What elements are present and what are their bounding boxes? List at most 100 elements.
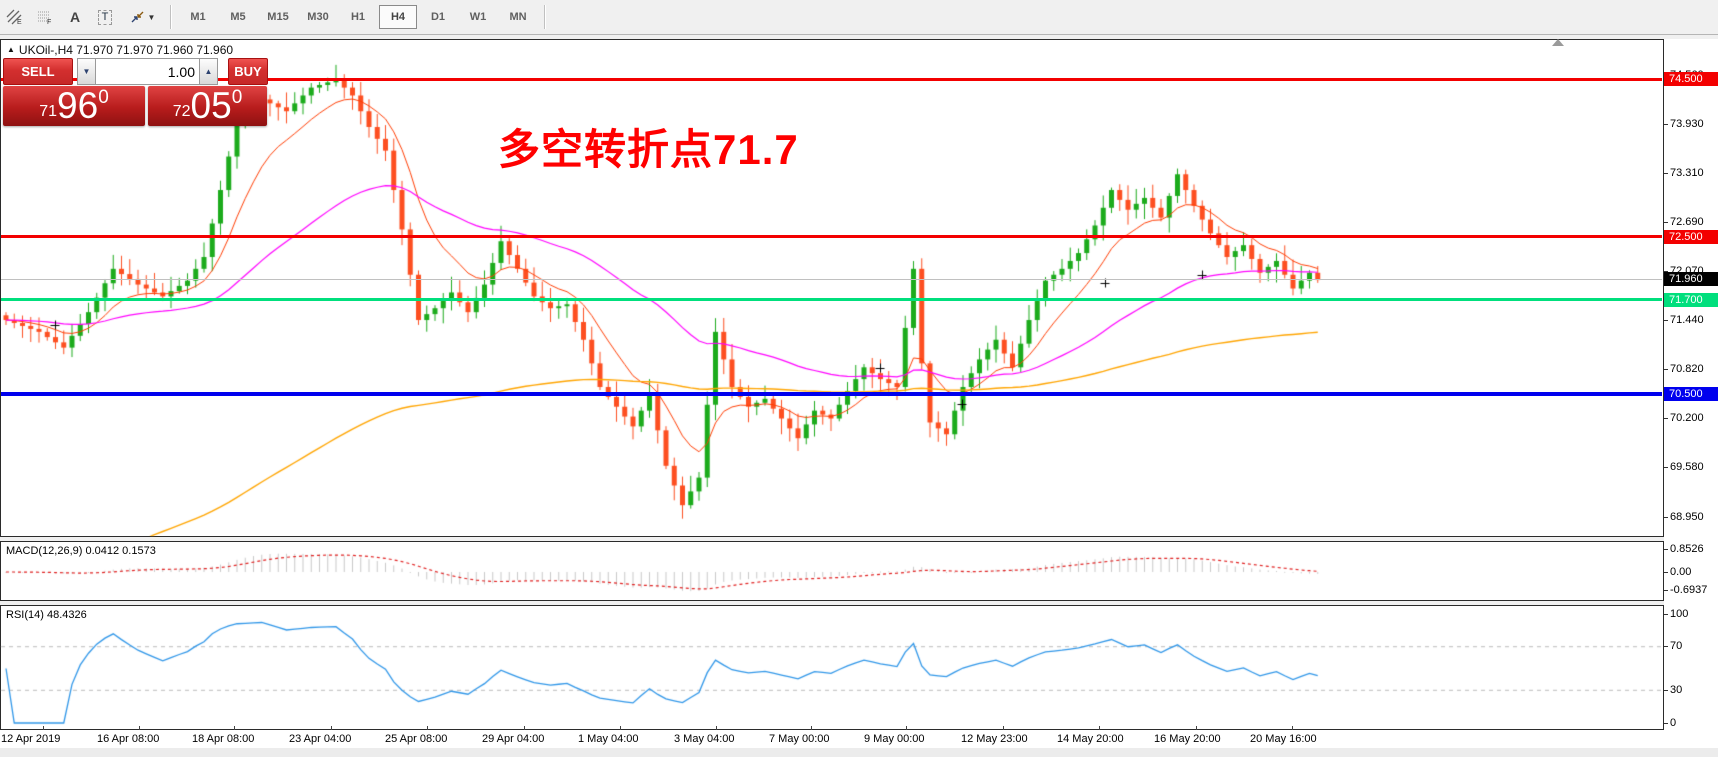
rsi-axis-tick (1664, 614, 1668, 615)
toolbar: E F A T ▼ M1 M5 M15 M30 H1 H4 D1 W1 MN (0, 0, 1718, 35)
price-hline-71.960[interactable] (1, 279, 1662, 280)
price-axis-tick (1664, 271, 1668, 272)
scroll-shift-marker[interactable] (1552, 39, 1564, 46)
time-axis-tick (716, 726, 717, 730)
macd-axis-label: 0.8526 (1670, 543, 1704, 555)
sell-price-prefix: 71 (39, 103, 58, 120)
time-axis-tick (43, 726, 44, 730)
price-axis-tick-label: 73.310 (1670, 167, 1704, 179)
tab-timeframe-h4[interactable]: H4 (379, 5, 417, 29)
macd-label: MACD(12,26,9) 0.0412 0.1573 (6, 545, 156, 557)
price-badge-71.960: 71.960 (1664, 272, 1718, 286)
price-axis-tick (1664, 369, 1668, 370)
time-axis-label: 16 Apr 08:00 (97, 733, 160, 745)
price-hline-72.500[interactable] (1, 235, 1662, 238)
price-axis-tick (1664, 124, 1668, 125)
chart-title: ▲ UKOil-,H4 71.970 71.970 71.960 71.960 (7, 43, 233, 57)
time-axis-label: 7 May 00:00 (769, 733, 830, 745)
chart-annotation-text[interactable]: 多空转折点71.7 (498, 126, 799, 173)
price-axis-tick-label: 70.820 (1670, 363, 1704, 375)
buy-price-main: 05 (190, 85, 232, 126)
grid-icon[interactable]: F (32, 5, 58, 29)
time-axis-label: 23 Apr 04:00 (289, 733, 352, 745)
volume-down-button[interactable]: ▼ (77, 58, 96, 85)
price-axis-tick (1664, 418, 1668, 419)
symbol-collapse-icon: ▲ (7, 45, 15, 54)
rsi-axis-tick (1664, 690, 1668, 691)
sell-button[interactable]: SELL (3, 58, 73, 85)
one-click-trading-panel: SELL ▼ ▲ BUY 71 96 0 72 05 0 (3, 58, 268, 126)
rsi-axis-tick (1664, 723, 1668, 724)
time-axis-tick (1003, 726, 1004, 730)
macd-axis-label: 0.00 (1670, 566, 1692, 578)
macd-axis-tick (1664, 572, 1668, 573)
time-axis-label: 9 May 00:00 (864, 733, 925, 745)
toolbar-separator (544, 5, 546, 29)
sell-price-tile[interactable]: 71 96 0 (3, 86, 145, 126)
price-axis-tick-label: 70.200 (1670, 412, 1704, 424)
volume-input[interactable] (96, 58, 199, 85)
svg-text:E: E (17, 19, 22, 25)
rsi-axis-label: 70 (1670, 640, 1683, 652)
price-hline-70.500[interactable] (1, 392, 1662, 396)
time-axis-label: 25 Apr 08:00 (385, 733, 448, 745)
time-axis-tick (427, 726, 428, 730)
time-axis-label: 20 May 16:00 (1250, 733, 1317, 745)
rsi-axis-label: 30 (1670, 684, 1683, 696)
chevron-down-icon: ▼ (147, 12, 156, 22)
label-icon[interactable]: A (62, 5, 88, 29)
indicators-icon[interactable]: E (2, 5, 28, 29)
macd-axis-tick (1664, 590, 1668, 591)
rsi-axis-label: 0 (1670, 717, 1677, 729)
time-axis-tick (331, 726, 332, 730)
price-axis-tick-label: 68.950 (1670, 511, 1704, 523)
tab-timeframe-m15[interactable]: M15 (267, 11, 289, 23)
rsi-axis-label: 100 (1670, 608, 1689, 620)
price-hline-71.700[interactable] (1, 298, 1662, 301)
tab-timeframe-m5[interactable]: M5 (230, 11, 246, 23)
price-axis-tick (1664, 467, 1668, 468)
time-axis-label: 29 Apr 04:00 (482, 733, 545, 745)
time-axis-tick (234, 726, 235, 730)
price-axis-tick-label: 73.930 (1670, 118, 1704, 130)
tab-timeframe-m30[interactable]: M30 (307, 11, 329, 23)
macd-axis-tick (1664, 549, 1668, 550)
text-icon[interactable]: T (92, 5, 118, 29)
time-axis-label: 1 May 04:00 (578, 733, 639, 745)
time-axis-label: 3 May 04:00 (674, 733, 735, 745)
arrows-icon[interactable]: ▼ (122, 5, 162, 29)
price-axis-tick-label: 72.690 (1670, 216, 1704, 228)
tab-timeframe-h1[interactable]: H1 (350, 11, 366, 23)
price-badge-70.500: 70.500 (1664, 387, 1718, 401)
buy-button[interactable]: BUY (228, 58, 268, 85)
price-axis-tick (1664, 222, 1668, 223)
price-hline-74.500[interactable] (1, 78, 1662, 81)
volume-stepper: ▼ ▲ (77, 58, 218, 85)
sell-price-main: 96 (57, 85, 99, 126)
sell-price-sup: 0 (98, 87, 109, 108)
time-axis-tick (1099, 726, 1100, 730)
time-axis-label: 12 Apr 2019 (1, 733, 61, 745)
toolbar-separator (170, 5, 172, 29)
price-axis-tick (1664, 320, 1668, 321)
time-axis-tick (620, 726, 621, 730)
tab-timeframe-mn[interactable]: MN (509, 11, 527, 23)
rsi-label: RSI(14) 48.4326 (6, 609, 87, 621)
time-axis-label: 12 May 23:00 (961, 733, 1028, 745)
price-axis-tick (1664, 517, 1668, 518)
volume-up-button[interactable]: ▲ (199, 58, 218, 85)
time-axis-tick (906, 726, 907, 730)
time-axis-label: 18 Apr 08:00 (192, 733, 255, 745)
price-axis-tick-label: 69.580 (1670, 461, 1704, 473)
tab-timeframe-m1[interactable]: M1 (190, 11, 206, 23)
price-axis-tick-label: 71.440 (1670, 314, 1704, 326)
tab-timeframe-d1[interactable]: D1 (430, 11, 446, 23)
buy-price-tile[interactable]: 72 05 0 (148, 86, 267, 126)
time-axis-tick (811, 726, 812, 730)
tab-timeframe-w1[interactable]: W1 (469, 11, 487, 23)
macd-axis-label: -0.6937 (1670, 584, 1708, 596)
svg-text:F: F (47, 19, 51, 25)
time-axis-tick (1292, 726, 1293, 730)
